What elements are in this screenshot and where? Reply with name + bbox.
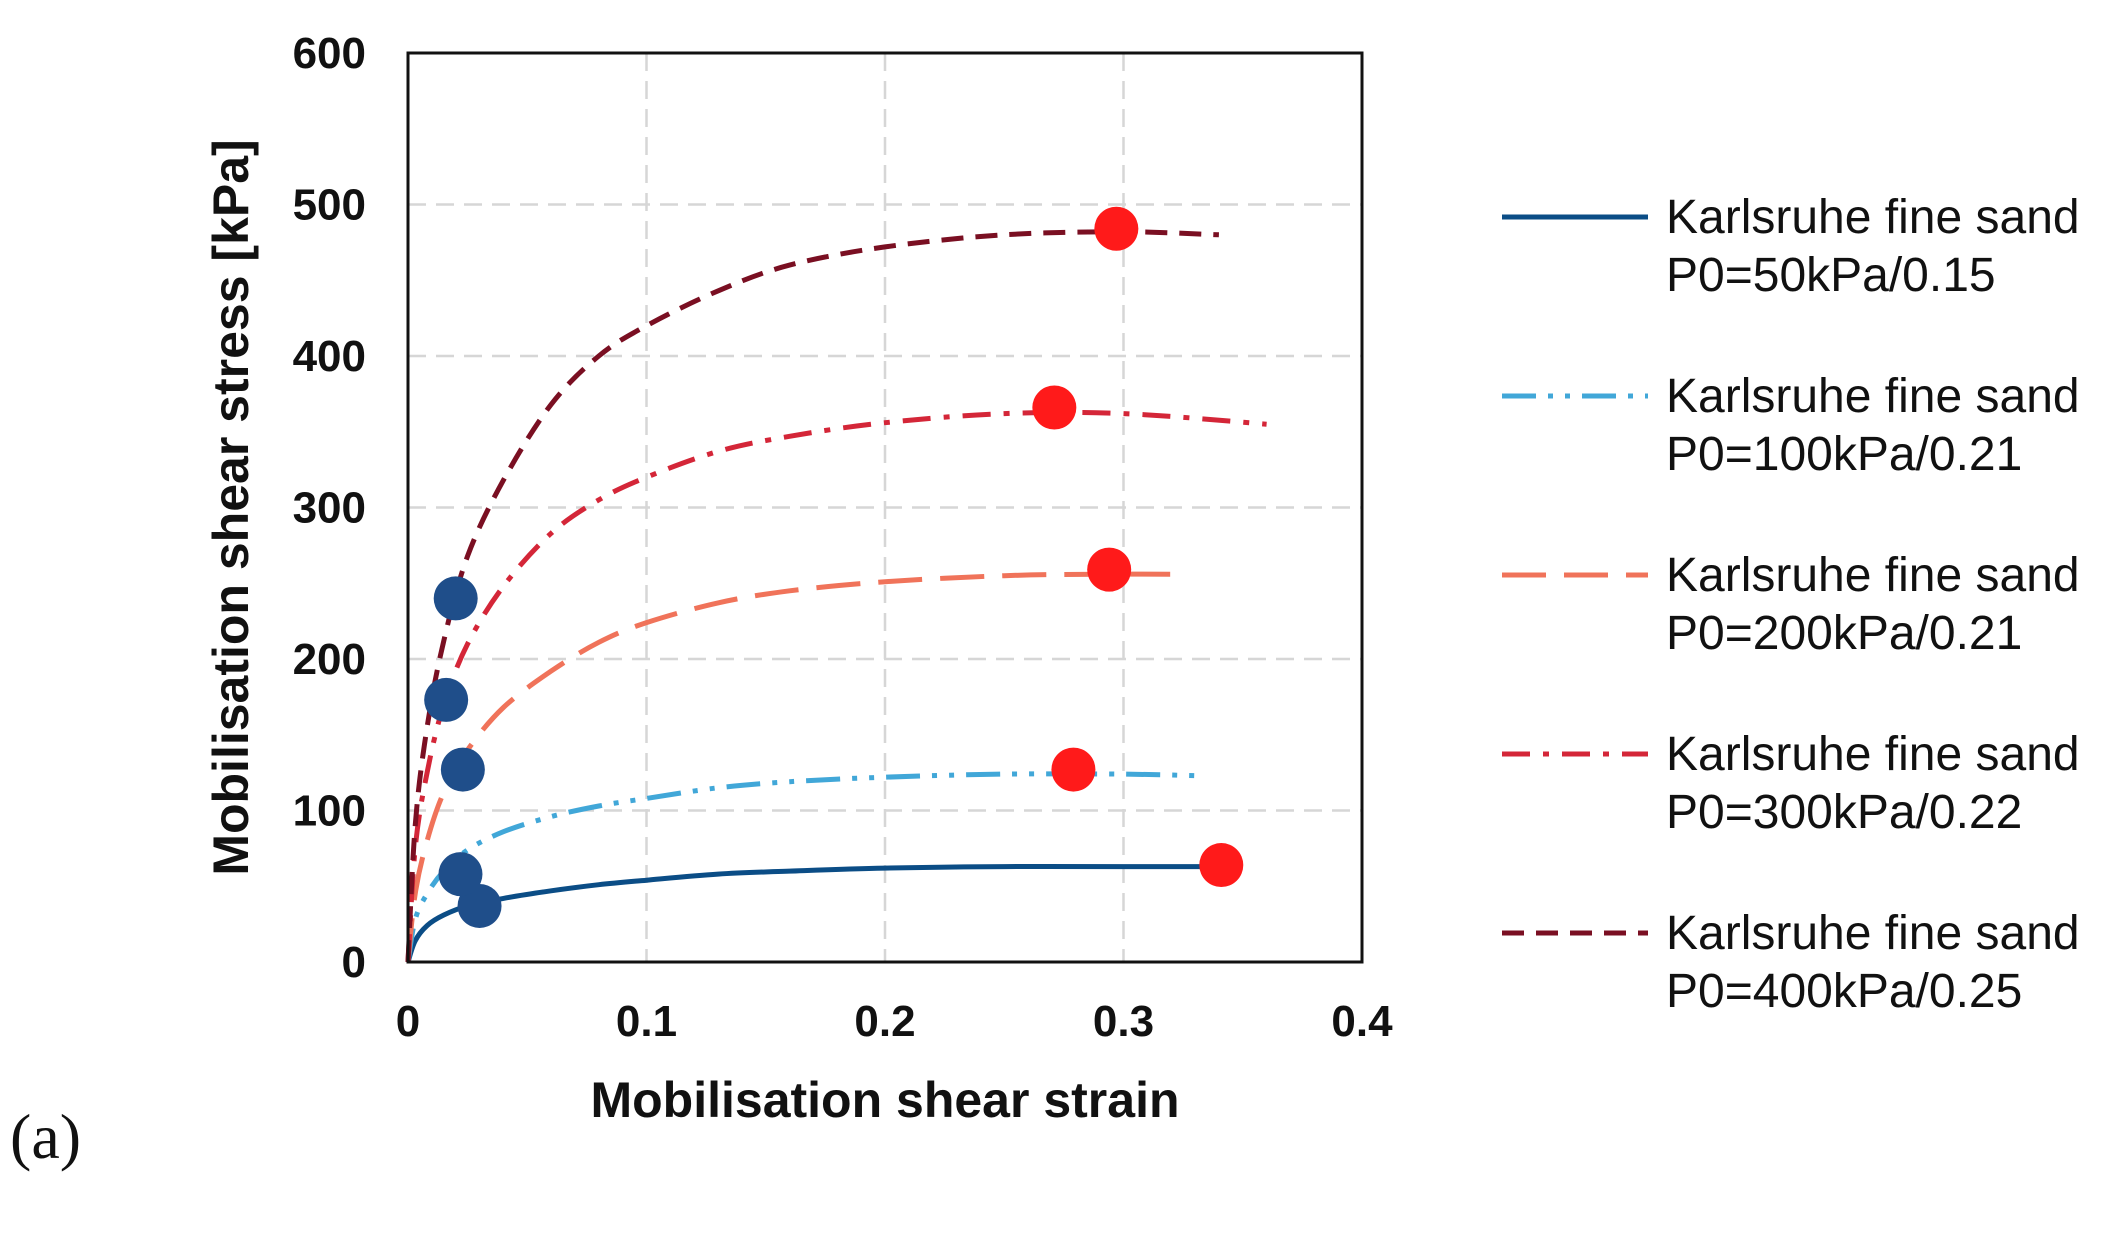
x-tick-label: 0.1 [616,997,677,1046]
y-tick-label: 300 [293,484,366,533]
x-tick-label: 0 [396,997,420,1046]
y-axis-title: Mobilisation shear stress [kPa] [203,139,259,875]
legend-label: Karlsruhe fine sand [1666,907,2080,960]
marker-point [1051,747,1096,792]
plot-frame [406,51,1364,964]
y-tick-label: 600 [293,29,366,78]
legend-label: Karlsruhe fine sand [1666,549,2080,602]
marker-point [424,677,469,722]
legend: Karlsruhe fine sandP0=50kPa/0.15Karlsruh… [1502,191,2080,1018]
legend-label: Karlsruhe fine sand [1666,370,2080,423]
marker-point [1087,547,1132,592]
marker-point [440,747,485,792]
y-tick-label: 400 [293,332,366,381]
series-line [405,571,1172,963]
marker-point [433,576,478,621]
legend-label: P0=300kPa/0.22 [1666,786,2022,839]
series-line [405,863,1219,963]
y-tick-label: 500 [293,181,366,230]
y-tick-label: 0 [342,938,366,987]
y-tick-label: 200 [293,635,366,684]
ticks: 0 0.1 0.2 0.3 0.4 0 100 200 300 400 500 600 [293,29,1394,1046]
legend-label: P0=400kPa/0.25 [1666,965,2022,1018]
legend-label: P0=200kPa/0.21 [1666,607,2022,660]
marker-point [457,883,502,928]
x-tick-label: 0.2 [854,997,915,1046]
marker-point [1094,206,1139,251]
marker-point [438,852,483,897]
series-line [405,229,1219,963]
legend-label: Karlsruhe fine sand [1666,728,2080,781]
legend-label: P0=50kPa/0.15 [1666,249,1996,302]
marker-point [1032,385,1077,430]
y-tick-label: 100 [293,787,366,836]
series-line [405,771,1196,963]
marker-point [1199,843,1244,888]
x-axis-title: Mobilisation shear strain [590,1072,1179,1128]
legend-label: P0=100kPa/0.21 [1666,428,2022,481]
grid [408,53,1362,962]
marker-points [424,206,1244,928]
x-tick-label: 0.4 [1331,997,1393,1046]
series-lines [405,229,1267,963]
series-line [405,409,1267,963]
legend-label: Karlsruhe fine sand [1666,191,2080,244]
panel-label: (a) [10,1101,81,1172]
x-tick-label: 0.3 [1093,997,1154,1046]
